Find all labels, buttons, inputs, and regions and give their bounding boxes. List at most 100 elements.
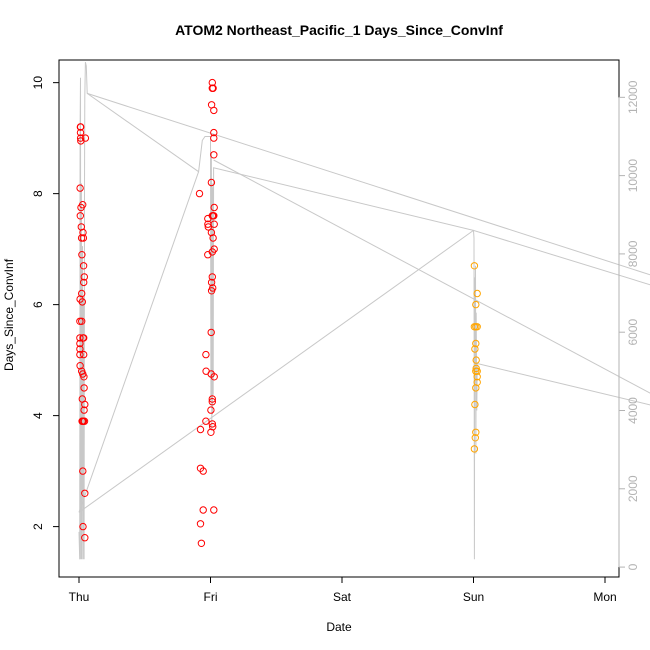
- trace-line-2: [78, 171, 200, 513]
- orange-point: [471, 345, 479, 353]
- x-tick-label: Sat: [333, 590, 352, 604]
- red-point: [77, 123, 85, 131]
- red-point: [207, 328, 215, 337]
- x-axis-label: Date: [326, 620, 352, 634]
- red-point: [79, 262, 88, 270]
- red-point: [81, 400, 89, 409]
- orange-point: [472, 428, 480, 436]
- red-point: [207, 406, 215, 414]
- y2-tick-label: 4000: [626, 397, 640, 424]
- red-point: [76, 334, 84, 342]
- y-tick-label: 4: [31, 412, 45, 419]
- red-point: [195, 189, 204, 198]
- orange-point: [473, 367, 481, 375]
- red-point: [81, 534, 89, 542]
- y2-tick-label: 2000: [626, 475, 640, 502]
- orange-point: [473, 289, 481, 298]
- red-point: [80, 350, 88, 359]
- red-point: [207, 428, 215, 436]
- red-point: [76, 212, 85, 220]
- red-point: [197, 539, 206, 547]
- red-point: [81, 489, 89, 497]
- orange-point: [473, 373, 481, 381]
- red-point: [76, 362, 84, 370]
- red-point: [207, 178, 216, 187]
- y-tick-label: 10: [31, 76, 45, 90]
- orange-point: [471, 434, 479, 442]
- red-point: [209, 234, 217, 242]
- y-axis-label: Days_Since_ConvInf: [2, 258, 16, 371]
- x-tick-label: Sun: [463, 590, 484, 604]
- red-point: [79, 234, 88, 242]
- red-point: [80, 273, 89, 281]
- orange-point: [473, 323, 481, 331]
- red-point: [208, 273, 217, 281]
- red-point: [210, 212, 218, 220]
- x-tick-label: Thu: [69, 590, 90, 604]
- orange-point: [472, 384, 480, 392]
- red-point: [202, 417, 210, 425]
- orange-point: [470, 445, 479, 453]
- red-point: [80, 406, 88, 414]
- orange-point: [472, 356, 480, 364]
- orange-point: [470, 262, 479, 270]
- red-point: [210, 134, 218, 142]
- red-point: [196, 520, 205, 528]
- orange-point: [472, 339, 480, 348]
- y2-tick-label: 8000: [626, 240, 640, 267]
- red-point: [210, 506, 218, 514]
- y-tick-label: 6: [31, 301, 45, 308]
- red-point: [76, 184, 84, 192]
- red-point: [80, 384, 88, 392]
- red-point: [207, 287, 216, 295]
- red-point: [76, 350, 84, 359]
- red-point: [78, 317, 86, 325]
- red-point: [210, 373, 218, 381]
- red-point: [79, 201, 87, 209]
- red-point: [210, 203, 218, 212]
- orange-point: [471, 400, 479, 409]
- red-point: [80, 334, 88, 342]
- red-point: [210, 128, 218, 137]
- red-point: [196, 425, 205, 434]
- red-point: [78, 298, 87, 306]
- red-point: [204, 214, 212, 223]
- red-point: [210, 106, 218, 115]
- red-point: [78, 251, 86, 259]
- y-tick-label: 2: [31, 523, 45, 530]
- orange-point: [473, 378, 481, 386]
- y2-tick-label: 6000: [626, 319, 640, 346]
- orange-point: [470, 323, 479, 331]
- red-point: [76, 339, 84, 348]
- trace-line-4: [213, 159, 650, 394]
- red-point: [210, 245, 218, 253]
- red-point: [80, 417, 89, 425]
- red-point: [80, 278, 88, 287]
- y2-tick-label: 10000: [626, 159, 640, 193]
- red-point: [81, 134, 90, 142]
- red-point: [208, 398, 217, 406]
- chart-title: ATOM2 Northeast_Pacific_1 Days_Since_Con…: [175, 22, 503, 38]
- red-point: [76, 345, 84, 353]
- y2-tick-label: 12000: [626, 80, 640, 114]
- red-point: [208, 420, 217, 428]
- x-tick-label: Fri: [204, 590, 218, 604]
- red-point: [79, 467, 87, 475]
- plot-frame: [58, 59, 620, 578]
- x-tick-label: Mon: [593, 590, 616, 604]
- red-point: [208, 78, 217, 87]
- y-tick-label: 8: [31, 190, 45, 197]
- red-point: [79, 228, 87, 237]
- red-point: [202, 350, 210, 359]
- red-point: [79, 522, 87, 531]
- red-point: [78, 289, 86, 298]
- red-point: [207, 278, 216, 287]
- plot-layer: 2 4 6 8 10 0 2000 4000 6000 8000 10000 12000 Thu Fri S…: [31, 59, 650, 604]
- red-point: [210, 220, 218, 228]
- trace-line: [87, 92, 650, 276]
- red-point: [209, 84, 217, 92]
- red-point: [204, 223, 213, 231]
- red-point: [204, 251, 212, 259]
